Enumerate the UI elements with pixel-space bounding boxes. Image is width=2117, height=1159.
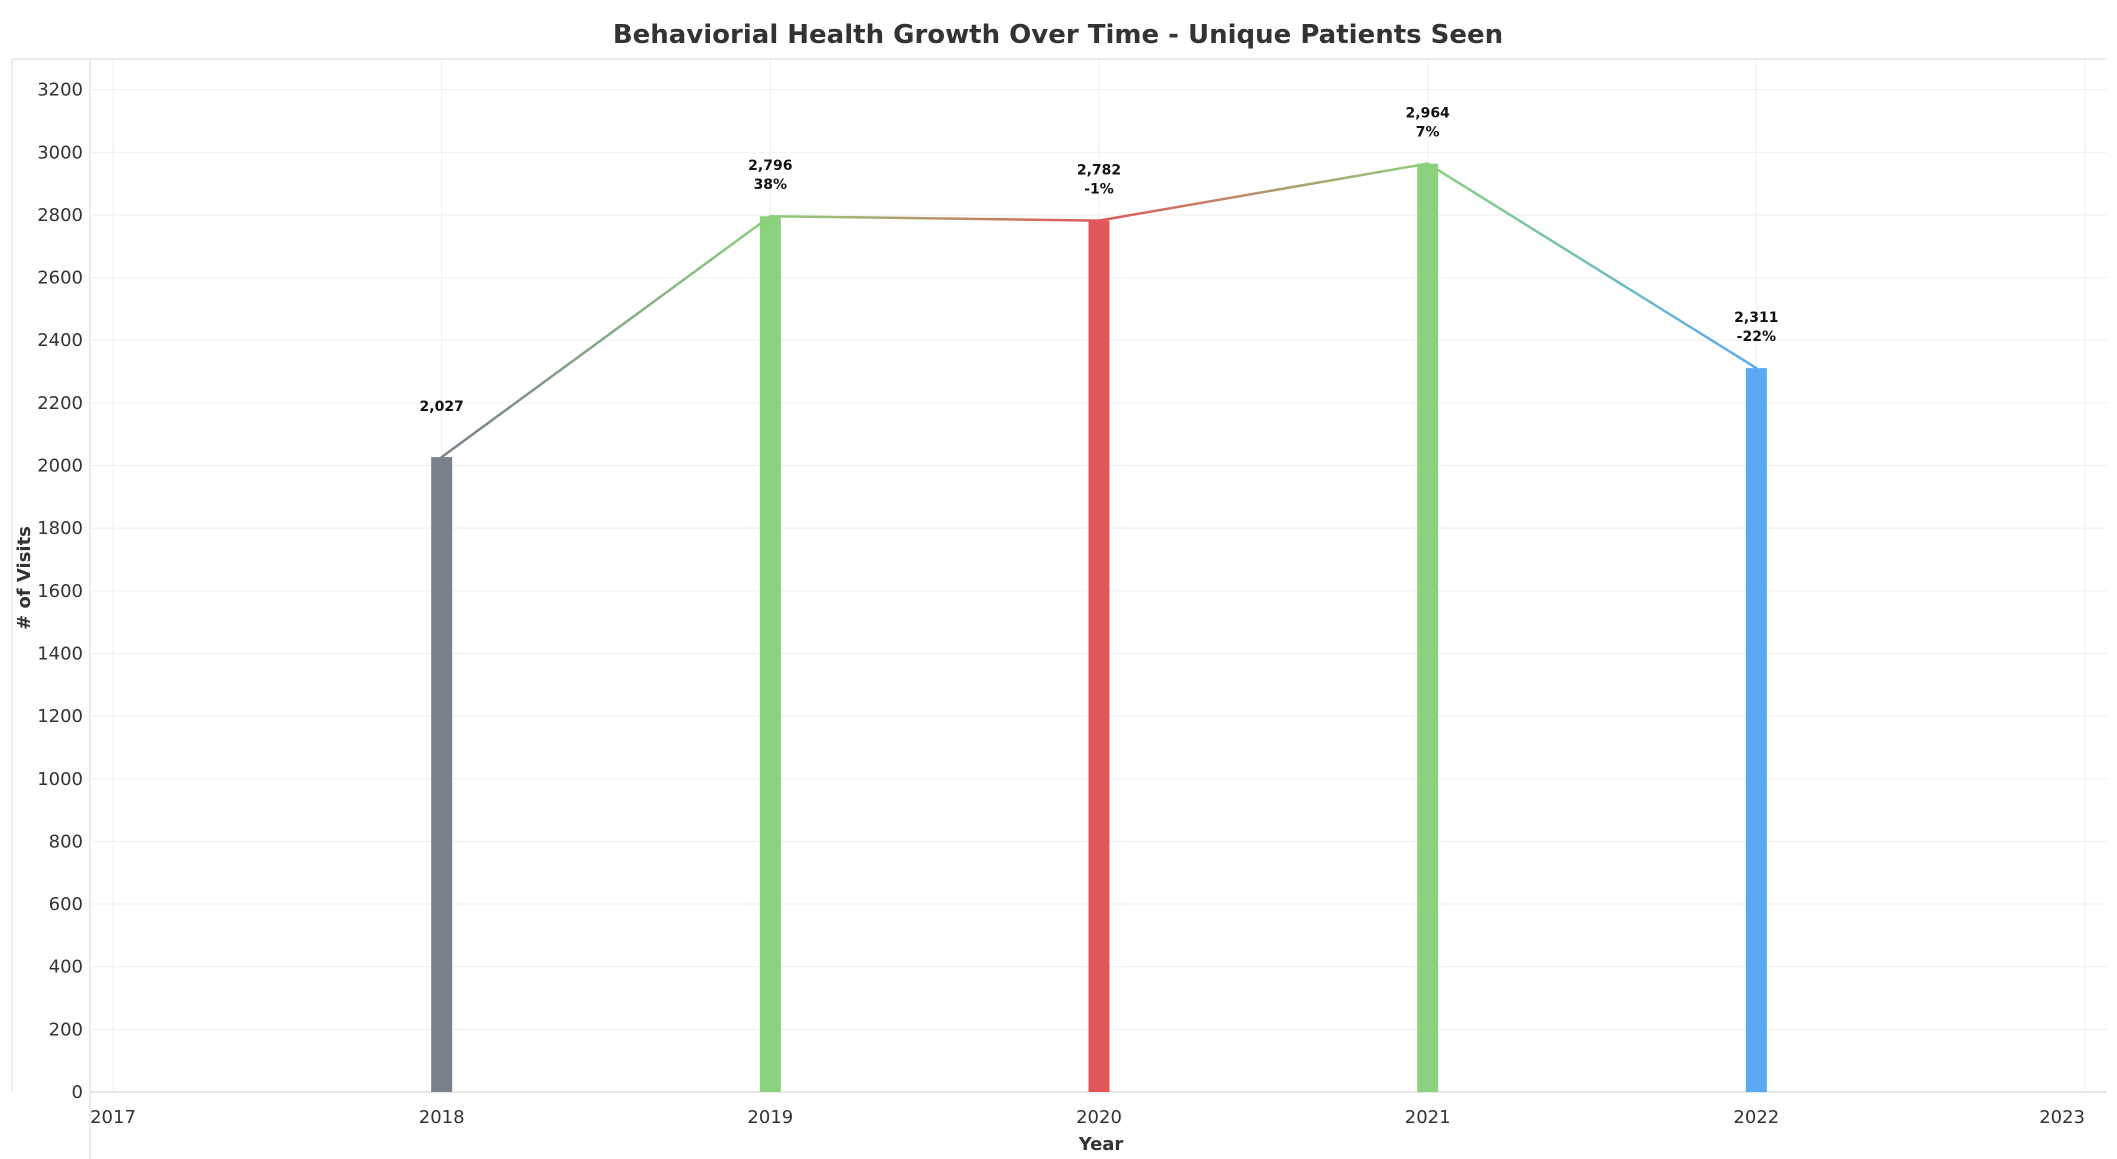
x-tick-label: 2022 — [1733, 1107, 1779, 1128]
plot-area — [11, 58, 2107, 1159]
x-tick-label: 2017 — [90, 1107, 136, 1128]
value-label-2020: 2,782 — [1077, 163, 1121, 179]
trend-segment — [1426, 162, 1758, 370]
y-tick-label: 2000 — [37, 456, 83, 477]
y-tick-label: 600 — [49, 894, 83, 915]
bars — [431, 163, 1767, 1093]
trend-segment — [769, 214, 1101, 222]
value-label-2022: 2,311 — [1734, 310, 1778, 326]
y-tick-label: 3000 — [37, 142, 83, 163]
y-tick-label: 400 — [49, 957, 83, 978]
bar-2019 — [759, 216, 781, 1092]
value-label-2019: 2,796 — [748, 158, 792, 174]
x-tick-label: 2021 — [1405, 1107, 1451, 1128]
y-axis-ticks: 0 200 400 600 800 1000 1200 1400 1600 1800 2000 220… — [37, 80, 83, 1103]
trend-segment — [1097, 162, 1429, 222]
y-tick-label: 2600 — [37, 268, 83, 289]
y-tick-label: 0 — [72, 1082, 83, 1103]
y-tick-label: 1400 — [37, 643, 83, 664]
y-tick-label: 2200 — [37, 393, 83, 414]
y-tick-label: 3200 — [37, 80, 83, 101]
bar-2020 — [1088, 220, 1110, 1093]
bar-2021 — [1417, 163, 1439, 1093]
pct-label-2022: -22% — [1737, 329, 1776, 345]
y-tick-label: 2800 — [37, 205, 83, 226]
y-tick-label: 1000 — [37, 769, 83, 790]
x-axis-label: Year — [1078, 1134, 1124, 1155]
x-tick-label: 2023 — [2039, 1107, 2085, 1128]
trend-segment — [440, 214, 772, 459]
x-tick-label: 2018 — [419, 1107, 465, 1128]
y-tick-label: 1600 — [37, 581, 83, 602]
pct-label-2020: -1% — [1084, 182, 1114, 198]
y-tick-label: 2400 — [37, 330, 83, 351]
y-axis-label: # of Visits — [14, 526, 35, 630]
bar-2022 — [1745, 368, 1767, 1093]
y-tick-label: 200 — [49, 1019, 83, 1040]
x-axis-ticks: 2017 2018 2019 2020 2021 2022 2023 — [90, 1107, 2085, 1128]
pct-label-2019: 38% — [754, 177, 788, 193]
y-tick-label: 1200 — [37, 706, 83, 727]
chart-title: Behaviorial Health Growth Over Time - Un… — [613, 20, 1503, 50]
bar-2018 — [431, 457, 453, 1092]
value-label-2018: 2,027 — [420, 399, 464, 415]
value-label-2021: 2,964 — [1406, 106, 1451, 122]
trend-line — [440, 162, 1758, 459]
data-labels: 2,027 2,796 38% 2,782 -1% 2,964 7% 2,311 -22% — [420, 106, 1779, 415]
y-tick-label: 1800 — [37, 518, 83, 539]
x-tick-label: 2019 — [747, 1107, 793, 1128]
pct-label-2021: 7% — [1416, 125, 1440, 141]
y-tick-label: 800 — [49, 831, 83, 852]
x-tick-label: 2020 — [1076, 1107, 1122, 1128]
